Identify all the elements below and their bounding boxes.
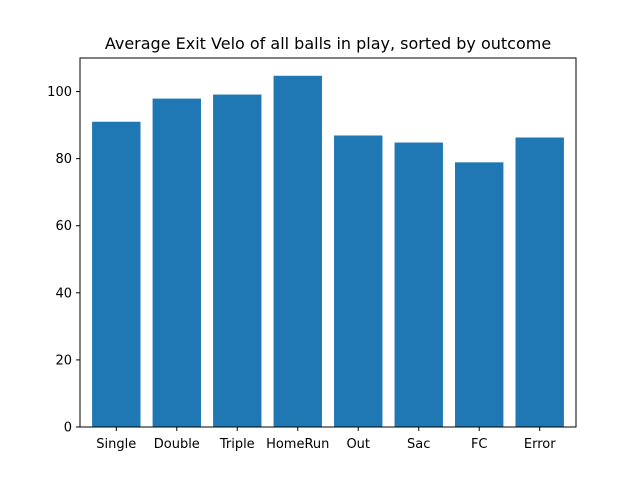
chart-title: Average Exit Velo of all balls in play, … [105,34,551,53]
x-tick-label-homerun: HomeRun [266,437,329,452]
bar-fc [455,162,504,427]
x-tick-label-error: Error [524,437,556,452]
y-tick-label-40: 40 [55,286,72,301]
plot-frame [79,57,577,428]
bar-single [92,121,141,428]
bar-error [515,137,564,427]
y-tick-label-80: 80 [55,152,72,167]
x-tick-label-out: Out [346,437,370,452]
x-tick-label-single: Single [96,437,136,452]
y-tick-label-60: 60 [55,219,72,234]
bar-sac [394,142,443,427]
x-tick-label-triple: Triple [219,437,255,452]
y-tick-label-0: 0 [64,421,72,436]
bar-triple [213,94,262,427]
y-tick-label-100: 100 [47,85,72,100]
y-axis: 0 20 40 60 80 100 [47,85,80,436]
y-tick-label-20: 20 [55,353,72,368]
x-tick-label-double: Double [154,437,200,452]
x-tick-label-sac: Sac [407,437,430,452]
bar-double [152,98,201,427]
x-tick-label-fc: FC [471,437,488,452]
bar-out [334,135,383,428]
bar-homerun [273,75,322,427]
bars-group [92,75,564,428]
x-axis: Single Double Triple HomeRun Out Sac FC Error [96,427,556,452]
